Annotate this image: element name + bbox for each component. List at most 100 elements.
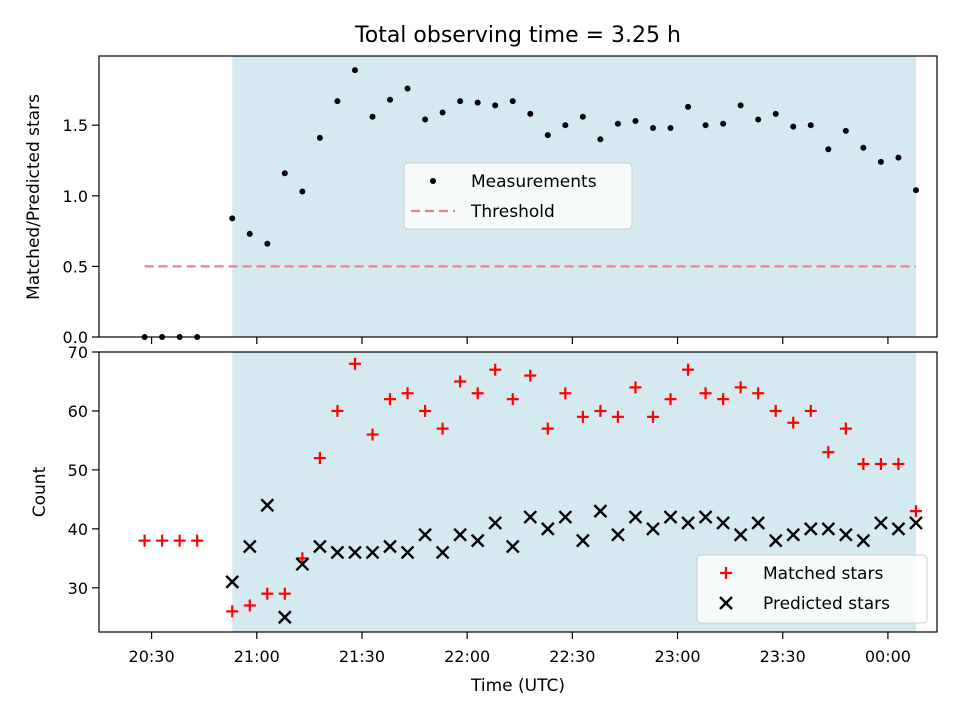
top-x-ticks [150,337,889,344]
predicted-stars-point [313,539,327,554]
measurement-point [439,109,446,116]
top-y-ticks: 0.0 0.5 1.0 1.5 [63,116,99,347]
predicted-stars-point [558,510,573,524]
matched-stars-point [401,387,414,400]
predicted-stars-point [383,539,397,554]
matched-stars-point [313,452,326,465]
matched-stars-point [594,404,607,417]
legend-label: Threshold [470,202,555,222]
legend-box [403,162,633,230]
matched-stars-point [646,410,659,423]
matched-stars-point [752,387,765,400]
matched-stars-point [787,416,800,429]
measurement-point [702,122,709,129]
predicted-stars-point [418,527,432,542]
matched-stars-point [699,387,712,400]
matched-stars-point [576,410,589,423]
matched-stars-point [366,428,379,441]
predicted-stars-point [663,510,678,524]
x-tick-label: 21:00 [234,647,280,666]
x-tick-label: 22:00 [444,647,490,666]
predicted-stars-point [628,510,643,524]
predicted-stars-point [576,533,590,548]
y-tick-label: 0.0 [63,328,88,347]
measurement-point [614,120,621,127]
predicted-stars-point [786,527,801,542]
y-tick-label: 40 [68,520,88,539]
predicted-stars-point [611,527,625,542]
predicted-stars-point [505,539,520,554]
x-tick-label: 22:30 [549,647,595,666]
predicted-stars-point [295,557,310,572]
matched-stars-point [664,393,677,406]
matched-stars-point [874,458,887,470]
predicted-stars-point [821,521,836,536]
top-plot-series [141,67,919,340]
measurement-point [790,123,797,130]
measurement-point [264,240,271,247]
bottom-x-ticks: 20:30 21:00 21:30 22:00 22:30 23:00 23:30 00:00 [129,632,911,666]
measurement-point [334,98,341,105]
measurement-point [404,85,411,92]
matched-stars-point [857,458,870,470]
matched-stars-point [611,410,624,423]
bottom-legend: Matched stars Predicted stars [696,554,928,624]
legend-marker-matched [720,567,732,579]
matched-stars-point [261,587,274,600]
y-tick-label: 70 [68,343,88,362]
matched-stars-point [559,387,572,400]
predicted-stars-point [225,575,240,589]
bottom-y-axis-label: Count [30,466,50,517]
measurement-point [387,96,394,103]
measurement-point [685,103,692,110]
legend-marker-measurements [430,178,436,184]
matched-stars-point [524,369,537,382]
measurement-point [807,122,814,129]
measurement-point [649,125,656,132]
predicted-stars-point [260,498,275,513]
top-axes-frame [98,55,938,338]
matched-stars-point [156,534,169,547]
predicted-stars-point [330,545,345,560]
matched-stars-point [419,404,432,417]
predicted-stars-point [242,539,257,554]
predicted-stars-point [874,516,888,530]
figure-title: Total observing time = 3.25 h [354,23,681,48]
measurement-point [895,154,902,161]
measurement-point [281,170,288,177]
predicted-stars-point [733,527,748,542]
top-y-axis-label: Matched/Predicted stars [24,94,44,300]
legend-box [696,554,928,624]
top-legend: Measurements Threshold [403,162,633,230]
bottom-panel: 30 40 50 60 70 20:30 21:00 21:30 22:00 22:30 23:0… [30,343,938,696]
measurement-point [316,134,323,141]
matched-stars-point [191,534,204,547]
measurement-point [457,98,464,105]
legend-label: Measurements [471,172,597,192]
predicted-stars-point [365,545,380,560]
predicted-stars-point [435,545,450,560]
measurement-point [562,122,569,129]
predicted-stars-point [681,516,695,530]
legend-label: Matched stars [763,564,883,584]
measurement-point [755,116,762,123]
legend-marker-predicted [719,596,733,610]
predicted-stars-point [803,521,818,536]
measurement-point [720,120,727,127]
measurement-point [527,110,534,117]
measurement-point [509,98,516,105]
y-tick-label: 60 [68,402,88,421]
predicted-stars-point [856,533,871,548]
matched-stars-point [506,393,519,406]
matched-stars-point [892,458,905,470]
predicted-stars-point [470,533,485,548]
bottom-axes-frame [98,351,938,633]
x-tick-label: 20:30 [129,647,175,666]
matched-stars-point [629,381,642,394]
measurement-point [246,230,253,237]
matched-stars-point [331,404,344,417]
measurement-point [369,113,376,120]
measurement-point [544,132,551,139]
matched-stars-point [226,605,239,618]
